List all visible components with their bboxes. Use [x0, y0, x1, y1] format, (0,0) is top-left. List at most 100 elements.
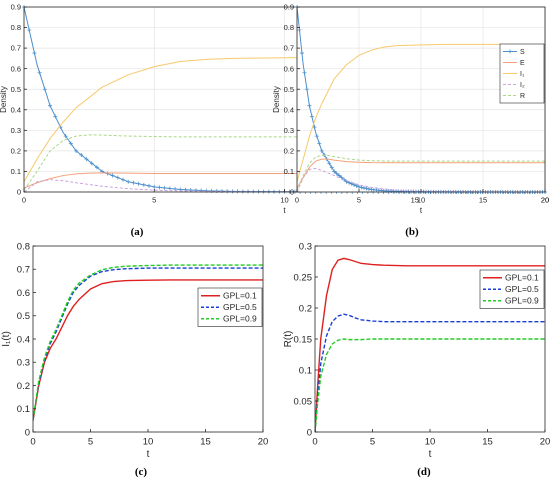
y-tick-label: 0: [25, 427, 30, 438]
series-marker: [27, 28, 32, 33]
x-tick-label: 15: [479, 196, 487, 205]
x-tick-label: 0: [295, 196, 299, 205]
legend-label: GPL=0.5: [223, 302, 257, 312]
y-tick-label: 0: [290, 188, 294, 197]
x-tick-label: 0: [312, 437, 317, 448]
y-tick-label: 0: [17, 188, 21, 197]
y-tick-label: 0.15: [294, 334, 313, 345]
y-tick-label: 0.6: [284, 64, 294, 73]
series-marker: [42, 87, 47, 92]
series-marker: [105, 171, 110, 176]
x-tick-label: 0: [30, 437, 35, 448]
y-tick-label: 0.05: [294, 396, 313, 407]
series-line-5: [297, 154, 545, 191]
y-tick-label: 0.1: [299, 365, 312, 376]
y-axis-label: R(t): [283, 331, 294, 348]
series-marker: [307, 103, 312, 108]
series-marker: [314, 134, 319, 139]
legend-label: GPL=0.9: [223, 314, 257, 324]
series-marker: [317, 141, 322, 146]
series-marker: [309, 114, 314, 119]
series-marker: [162, 185, 167, 190]
x-tick-label: 5: [152, 196, 156, 205]
series-marker: [152, 184, 157, 189]
series-marker: [364, 186, 369, 191]
x-axis-label: t: [420, 206, 423, 215]
legend-label: I₂: [520, 82, 525, 89]
series-marker: [299, 51, 304, 56]
series-marker: [302, 70, 307, 75]
legend: SE I₁ I₂ R: [499, 43, 545, 104]
series-marker: [332, 169, 337, 174]
series-marker: [334, 171, 339, 176]
series-marker: [32, 51, 37, 56]
y-tick-label: 0.6: [17, 288, 30, 299]
x-tick-label: 15: [200, 437, 211, 448]
panel-caption: (c): [135, 466, 148, 478]
series-line-4: [297, 167, 545, 192]
y-tick-label: 0.6: [11, 64, 21, 73]
series-line-2: [297, 158, 545, 189]
y-axis-label: Density: [272, 86, 281, 113]
y-tick-label: 0.5: [11, 85, 21, 94]
series-marker: [167, 186, 172, 191]
y-tick-label: 0.9: [11, 3, 21, 12]
y-tick-label: 0.3: [17, 358, 30, 369]
x-tick-label: 10: [280, 196, 288, 205]
series-line-1: [33, 279, 263, 421]
series-marker: [89, 161, 94, 166]
series-line-3: [315, 338, 545, 432]
series-marker: [68, 141, 73, 146]
legend-label: GPL=0.9: [505, 296, 539, 306]
series-marker: [141, 182, 146, 187]
y-tick-label: 0.7: [17, 265, 30, 276]
legend-label: I₁: [520, 71, 525, 78]
panel-caption: (a): [131, 226, 144, 238]
x-tick-label: 10: [425, 437, 436, 448]
series-line-3: [297, 43, 545, 182]
series-line-2: [315, 313, 545, 432]
y-tick-label: 0.5: [17, 311, 30, 322]
x-tick-label: 20: [540, 437, 550, 448]
y-tick-label: 0.1: [17, 404, 30, 415]
x-axis-label: t: [147, 449, 150, 460]
y-tick-label: 0.7: [11, 44, 21, 53]
y-tick-label: 0.4: [17, 334, 30, 345]
legend-label: GPL=0.1: [223, 291, 257, 301]
y-tick-label: 0.2: [284, 147, 294, 156]
series-marker: [94, 165, 99, 170]
x-axis-label: t: [429, 449, 432, 460]
chart-panel-4: 0 5 10 15 20 0 0.05 0.1 0.15 0.2 0.25 0.3 t R(t) GPL=0…: [283, 241, 550, 478]
y-tick-label: 0.4: [284, 105, 294, 114]
y-axis-label: I₁(t): [1, 331, 12, 347]
series-marker: [115, 175, 120, 180]
series-marker: [157, 185, 162, 190]
chart-panel-3: 0 5 10 15 20 0 0.1 0.2 0.3 0.4 0.5 0.6 0.7 0.8 t I₁(t) G…: [1, 241, 268, 478]
series-marker: [110, 173, 115, 178]
series-marker: [366, 186, 371, 191]
y-tick-label: 0.25: [294, 272, 313, 283]
series-line-1: [315, 257, 545, 432]
series-marker: [120, 177, 125, 182]
series-marker: [126, 179, 131, 184]
x-tick-label: 5: [357, 196, 361, 205]
series-marker: [327, 161, 332, 166]
y-tick-label: 0.5: [284, 85, 294, 94]
x-tick-label: 15: [482, 437, 493, 448]
x-tick-label: 15: [411, 196, 419, 205]
y-tick-label: 0.3: [11, 126, 21, 135]
chart-panel-2: 0 5 10 15 2000.10.20.30.40.50.60.70.80.9tDen…: [272, 3, 549, 238]
series-marker: [74, 148, 79, 153]
y-tick-label: 0.8: [17, 241, 30, 252]
x-tick-label: 10: [417, 196, 425, 205]
series-marker: [352, 182, 357, 187]
series-marker: [84, 157, 89, 162]
series-line-2: [33, 267, 263, 421]
x-tick-label: 10: [143, 437, 154, 448]
series-line-5: [24, 134, 545, 191]
series-marker: [347, 180, 352, 185]
legend-label: GPL=0.5: [505, 284, 539, 294]
series-marker: [147, 183, 152, 188]
